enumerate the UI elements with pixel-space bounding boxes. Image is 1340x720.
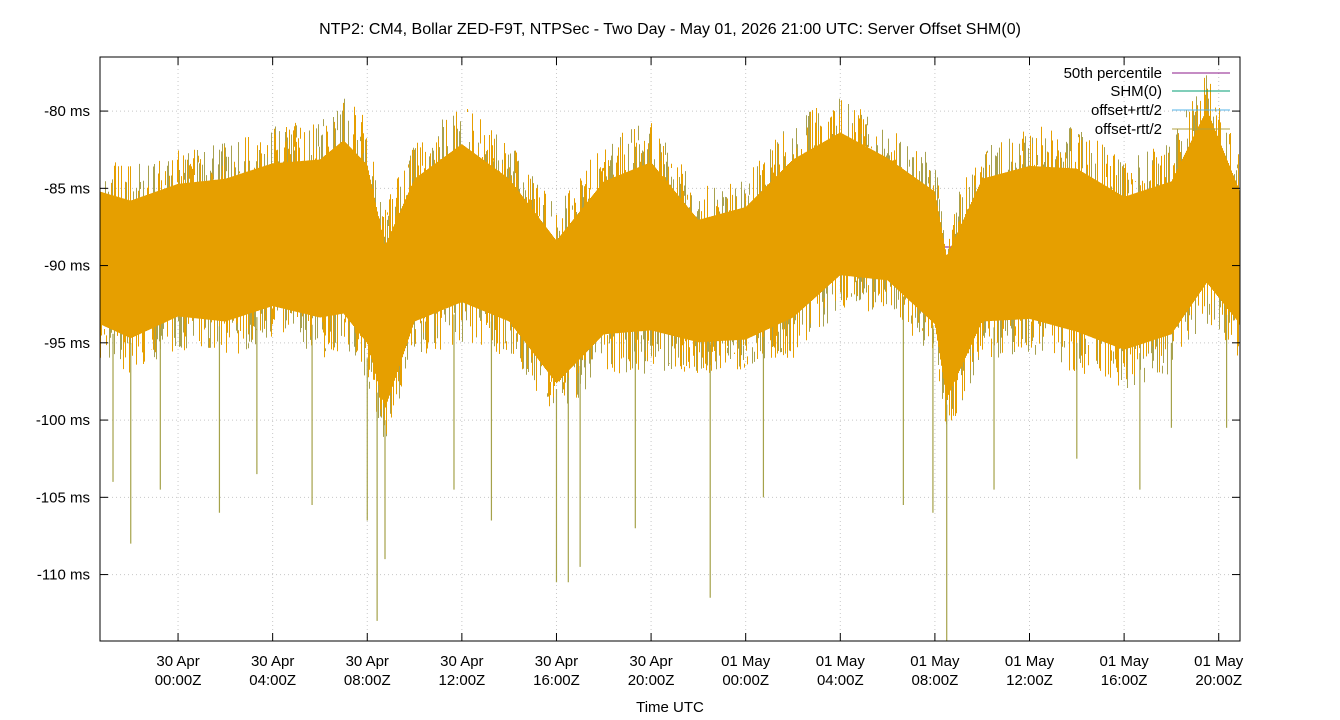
y-tick-label: -95 ms: [44, 335, 90, 352]
x-tick-label-date: 01 May: [910, 653, 960, 670]
x-axis-label: Time UTC: [636, 699, 704, 716]
x-tick-label-date: 01 May: [1100, 653, 1150, 670]
x-tick-label-time: 16:00Z: [533, 672, 580, 689]
y-tick-label: -90 ms: [44, 258, 90, 275]
x-tick-label-date: 01 May: [1005, 653, 1055, 670]
x-tick-label-time: 04:00Z: [817, 672, 864, 689]
series-band-offset-minus-rtt: [100, 77, 1240, 434]
x-tick-label-time: 20:00Z: [628, 672, 675, 689]
y-tick-label: -100 ms: [36, 412, 90, 429]
x-tick-label-date: 30 Apr: [346, 653, 389, 670]
x-tick-label-date: 30 Apr: [156, 653, 199, 670]
x-tick-label-time: 08:00Z: [344, 672, 391, 689]
y-tick-label: -85 ms: [44, 180, 90, 197]
x-tick-label-date: 30 Apr: [535, 653, 578, 670]
x-tick-label-date: 01 May: [721, 653, 771, 670]
x-tick-label-date: 30 Apr: [440, 653, 483, 670]
legend-label: offset-rtt/2: [1095, 121, 1162, 138]
legend-label: SHM(0): [1110, 83, 1162, 100]
x-tick-label-date: 30 Apr: [251, 653, 294, 670]
x-tick-label-time: 08:00Z: [912, 672, 959, 689]
x-tick-label-time: 20:00Z: [1195, 672, 1242, 689]
x-tick-label-time: 00:00Z: [722, 672, 769, 689]
x-tick-label-time: 12:00Z: [1006, 672, 1053, 689]
x-tick-label-time: 00:00Z: [155, 672, 202, 689]
x-tick-label-date: 30 Apr: [629, 653, 672, 670]
plot-area: [100, 75, 1240, 641]
legend-label: 50th percentile: [1064, 65, 1162, 82]
x-tick-label-time: 12:00Z: [439, 672, 486, 689]
plot-border: [99, 56, 1241, 642]
axis-ticks: -80 ms -85 ms -90 ms -95 ms -100 ms -105 ms -1…: [36, 57, 1244, 689]
x-tick-label-date: 01 May: [816, 653, 866, 670]
y-tick-label: -110 ms: [37, 567, 90, 584]
legend-label: offset+rtt/2: [1091, 102, 1162, 119]
chart-title: NTP2: CM4, Bollar ZED-F9T, NTPSec - Two …: [319, 21, 1021, 38]
y-tick-label: -105 ms: [36, 489, 90, 506]
x-tick-label-date: 01 May: [1194, 653, 1244, 670]
x-tick-label-time: 16:00Z: [1101, 672, 1148, 689]
y-tick-label: -80 ms: [44, 103, 90, 120]
x-tick-label-time: 04:00Z: [249, 672, 296, 689]
